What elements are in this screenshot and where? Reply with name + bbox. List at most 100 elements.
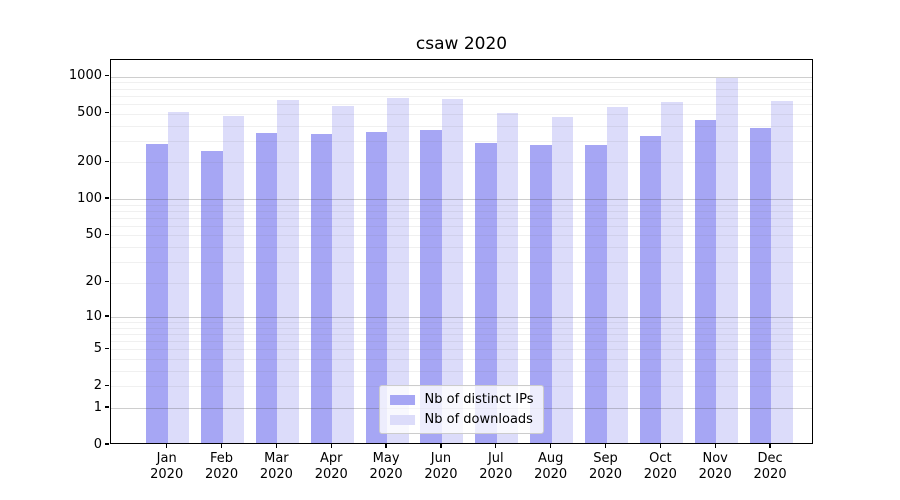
gridline-minor [111,247,812,249]
bar-downloads [167,111,190,443]
x-tick-label: May 2020 [369,451,403,482]
gridline-minor [111,322,812,324]
gridline-minor [111,95,812,97]
bar-downloads [771,101,793,443]
chart-title: csaw 2020 [415,34,508,54]
bar-distinct-ips [530,145,552,443]
x-tick-label: Oct 2020 [643,451,677,482]
y-tick-label: 2 [93,377,102,393]
bar-distinct-ips [365,131,388,443]
gridline-minor [111,140,812,142]
bar-downloads [222,116,245,443]
bar-downloads [606,106,628,443]
gridline-major [111,199,812,200]
y-tick-label: 1000 [68,68,102,84]
x-tick-mark [330,444,332,448]
bar-downloads [441,99,464,443]
bar-distinct-ips [694,119,717,443]
bar-distinct-ips [310,133,333,443]
legend-swatch [389,394,415,405]
x-tick-mark [769,444,771,448]
bar-distinct-ips [420,129,442,443]
gridline-minor [111,334,812,336]
x-tick-label: Jul 2020 [479,451,513,482]
x-tick-mark [166,444,168,448]
gridline-minor [111,125,812,127]
y-tick-label: 5 [93,340,102,356]
gridline-minor [111,210,812,212]
legend-item: Nb of downloads [389,412,534,427]
x-tick-label: Aug 2020 [534,451,568,482]
legend-label: Nb of downloads [424,412,533,427]
bar-distinct-ips [639,135,662,443]
y-tick-label: 1 [93,399,102,415]
bar-downloads [387,98,409,443]
x-tick-label: Nov 2020 [698,451,732,482]
y-tick-mark [105,406,109,408]
x-tick-mark [385,444,387,448]
y-tick-label: 0 [93,436,102,452]
y-tick-mark [105,384,109,387]
bar-downloads [332,105,354,443]
bar-downloads [716,77,738,443]
y-tick-label: 10 [85,308,102,324]
gridline-minor [111,204,812,206]
x-tick-mark [495,444,497,448]
y-tick-mark [105,315,109,317]
gridline-minor [111,349,812,351]
x-tick-mark [275,444,278,448]
gridline-minor [111,282,812,284]
bar-distinct-ips [585,144,607,443]
x-tick-label: Mar 2020 [259,451,293,482]
bar-downloads [551,117,574,443]
bar-downloads [277,100,299,443]
bar-distinct-ips [146,144,168,443]
y-tick-label: 20 [85,274,102,290]
y-tick-mark [105,75,109,77]
bar-distinct-ips [201,150,223,443]
bar-distinct-ips [255,132,278,443]
y-tick-mark [105,443,109,445]
x-tick-mark [220,444,223,448]
gridline-minor [111,103,812,105]
gridline-minor [111,261,812,263]
x-tick-mark [549,444,552,448]
legend-item: Nb of distinct IPs [389,392,534,407]
y-tick-mark [105,111,109,114]
gridline-minor [111,113,812,115]
bar-distinct-ips [475,142,497,443]
x-tick-mark [604,444,607,448]
x-tick-label: Dec 2020 [753,451,787,482]
x-tick-label: Sep 2020 [588,451,623,482]
gridline-minor [111,359,812,361]
x-tick-mark [714,444,716,448]
x-tick-mark [659,444,662,448]
plot-area: Nb of distinct IPs Nb of downloads [110,59,813,444]
y-tick-label: 50 [85,226,102,242]
bar-downloads [661,102,683,443]
x-tick-mark [440,444,442,448]
gridline-minor [111,341,812,343]
bar-distinct-ips [749,127,772,443]
y-tick-mark [105,347,109,350]
gridline-minor [111,225,812,227]
gridline-minor [111,82,812,84]
y-tick-label: 100 [77,190,102,206]
gridline-minor [111,327,812,329]
y-tick-label: 500 [77,105,102,121]
y-tick-mark [105,160,109,163]
x-tick-label: Jan 2020 [150,451,184,482]
legend-label: Nb of distinct IPs [424,392,534,407]
y-tick-mark [105,233,109,236]
gridline-major [111,317,812,319]
gridline-minor [111,217,812,219]
legend-swatch [389,414,415,425]
grid-layer [111,60,812,443]
bars-layer [111,60,812,443]
legend: Nb of distinct IPs Nb of downloads [378,385,545,434]
y-tick-mark [105,197,109,199]
gridline-minor [111,88,812,90]
y-tick-label: 200 [77,153,102,169]
y-tick-mark [105,281,109,283]
